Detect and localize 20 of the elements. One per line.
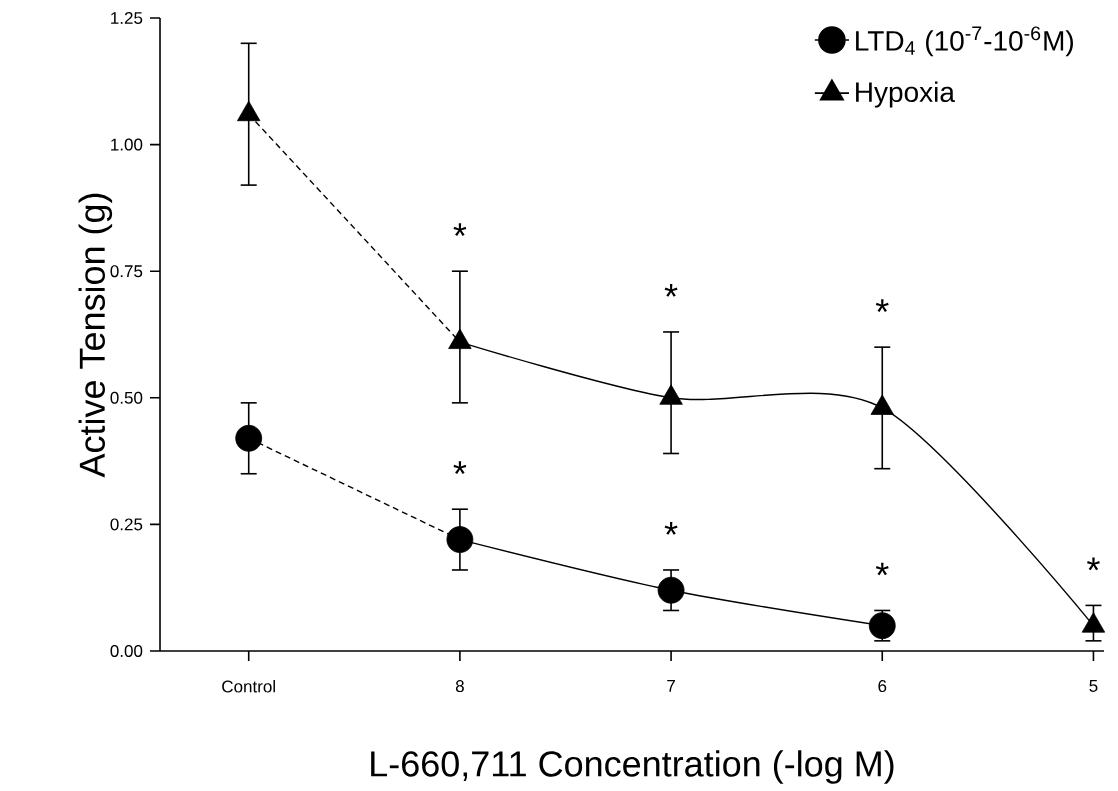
y-tick-label: 0.00 [110, 644, 143, 657]
legend-label: Hypoxia [856, 81, 955, 108]
x-axis-title: L-660,711 Concentration (-log M) [371, 750, 894, 784]
annotation: * [453, 461, 467, 474]
annotation: * [453, 223, 467, 236]
y-tick-label: 0.75 [110, 265, 143, 278]
annotation: * [875, 299, 889, 312]
annotation: * [1087, 557, 1100, 571]
y-tick-label: 0.25 [110, 518, 143, 531]
x-tick-label: 6 [878, 680, 887, 693]
y-tick-label: 1.00 [111, 138, 143, 151]
x-tick-label: 5 [1089, 680, 1098, 692]
x-tick-label: 7 [667, 680, 675, 692]
legend-label: LTD$_{4}$ (10$^{-7}$-10$^{-6}$M) [856, 26, 1073, 57]
annotation: * [664, 284, 678, 297]
x-tick-label: Control [222, 680, 275, 693]
x-tick-label: 8 [455, 680, 464, 693]
y-tick-label: 1.25 [111, 11, 143, 24]
annotation: * [664, 522, 678, 535]
annotation: * [875, 562, 889, 576]
